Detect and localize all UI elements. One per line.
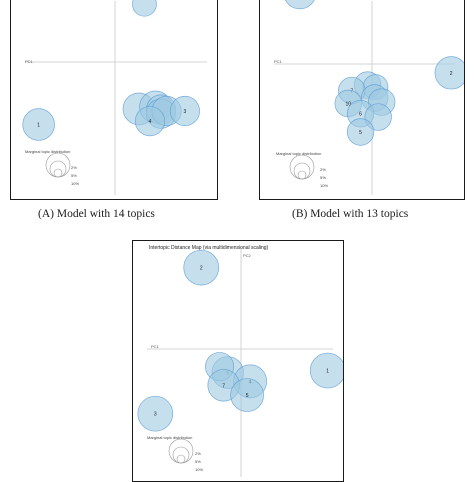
chart-b-legend-circle — [289, 154, 315, 180]
chart-b-topic-label: 2 — [450, 71, 453, 77]
chart-b-topic-bubble[interactable] — [434, 56, 464, 90]
chart-b-plot: 271065 — [274, 0, 464, 195]
chart-c-topic-label: 2 — [200, 266, 203, 272]
chart-b-legend-label-10: 10% — [320, 183, 329, 188]
chart-a-topic-bubble[interactable] — [169, 95, 200, 127]
chart-a-plot: 1 3 4 — [22, 0, 207, 195]
chart-a-topic-label: 3 — [184, 109, 187, 115]
chart-b-legend-circle — [297, 170, 307, 180]
caption-a: (A) Model with 14 topics — [38, 208, 155, 220]
chart-c-legend-circle — [176, 454, 186, 464]
chart-c-topic-label: 5 — [246, 393, 249, 399]
chart-a-topic-label: 4 — [149, 119, 152, 125]
chart-b-topic-label: 6 — [359, 112, 362, 118]
chart-a-legend-label-5: 5% — [71, 173, 77, 178]
chart-a-topic-bubble[interactable] — [22, 108, 55, 141]
chart-b-xlabel: PC1 — [274, 59, 282, 64]
chart-b-topic-label: 10 — [345, 101, 351, 107]
chart-c-legend-circle — [168, 438, 194, 464]
chart-a-topic-bubble[interactable] — [132, 0, 157, 17]
chart-c-legend-label-2: 2% — [195, 451, 201, 456]
chart-a-legend-title: Marginal topic distribution — [25, 149, 71, 154]
chart-panel-a: 1 3 4 PC1 Marginal topic distribution 2% 5… — [10, 0, 218, 200]
chart-a-topic-label: 1 — [37, 123, 40, 129]
caption-b: (B) Model with 13 topics — [292, 208, 409, 220]
chart-c-legend-title: Marginal topic distribution — [147, 435, 193, 440]
chart-c-xlabel: PC1 — [151, 344, 159, 349]
chart-b-topic-bubble[interactable] — [284, 0, 316, 10]
chart-b-legend-label-5: 5% — [320, 175, 326, 180]
chart-c-title: Intertopic Distance Map (via multidimens… — [149, 245, 269, 251]
chart-panel-b: 271065 PC1 Marginal topic distribution 2… — [259, 0, 465, 200]
chart-a-xlabel: PC1 — [25, 59, 33, 64]
chart-panel-c: 2164753 Intertopic Distance Map (via mul… — [132, 240, 344, 482]
chart-a-topic-bubble[interactable] — [134, 106, 166, 137]
chart-c-topic-bubble[interactable] — [230, 378, 264, 412]
chart-c-legend-label-10: 10% — [195, 467, 204, 472]
chart-b-topic-label: 5 — [359, 130, 362, 136]
chart-c-ylabel: PC2 — [243, 253, 251, 258]
chart-c-topic-bubble[interactable] — [183, 249, 220, 286]
chart-b-legend-title: Marginal topic distribution — [276, 151, 322, 156]
chart-a-legend-label-10: 10% — [71, 181, 80, 186]
chart-a-legend-circle — [45, 152, 71, 178]
chart-c-topic-bubble[interactable] — [137, 395, 174, 432]
chart-b-topic-bubble[interactable] — [346, 118, 375, 146]
chart-b-legend-label-2: 2% — [320, 167, 326, 172]
chart-c-topic-label: 3 — [154, 412, 157, 418]
chart-c-plot: 2164753 — [137, 247, 343, 477]
chart-b-topic-bubble[interactable] — [364, 103, 392, 131]
chart-c-legend-label-5: 5% — [195, 459, 201, 464]
chart-c-topic-label: 7 — [222, 383, 225, 389]
chart-c-topic-label: 1 — [326, 369, 329, 375]
chart-c-topic-bubble[interactable] — [309, 352, 343, 389]
chart-a-legend-label-2: 2% — [71, 165, 77, 170]
chart-a-legend-circle — [53, 168, 63, 178]
